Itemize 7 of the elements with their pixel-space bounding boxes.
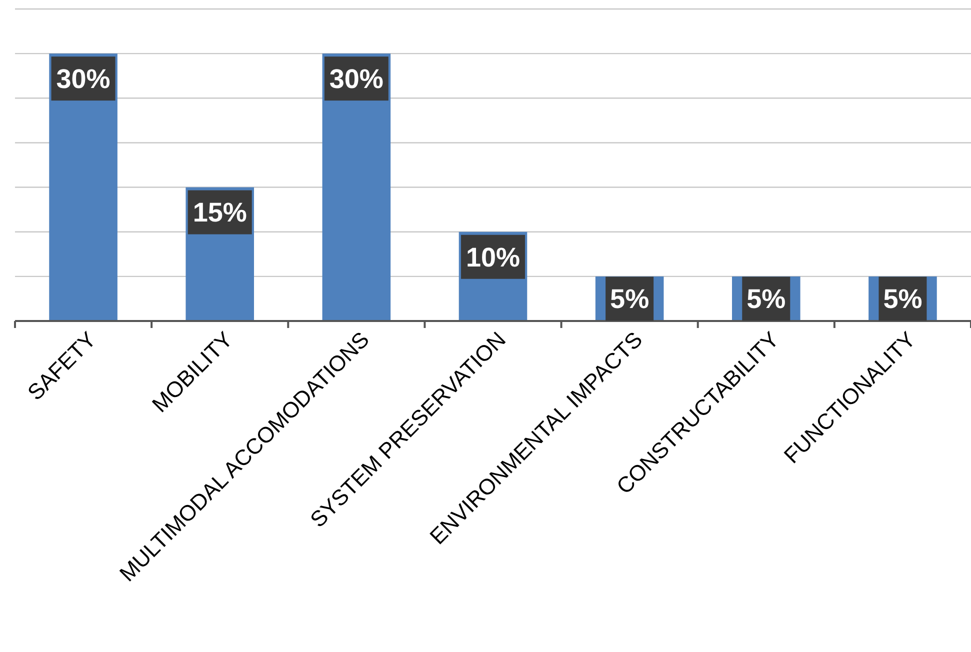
data-label: 5%	[610, 284, 650, 314]
data-label: 5%	[883, 284, 922, 314]
data-label: 30%	[329, 64, 384, 94]
data-label: 10%	[466, 242, 520, 272]
data-label: 15%	[192, 198, 247, 228]
data-label: 5%	[746, 284, 786, 314]
data-label: 30%	[56, 64, 110, 94]
